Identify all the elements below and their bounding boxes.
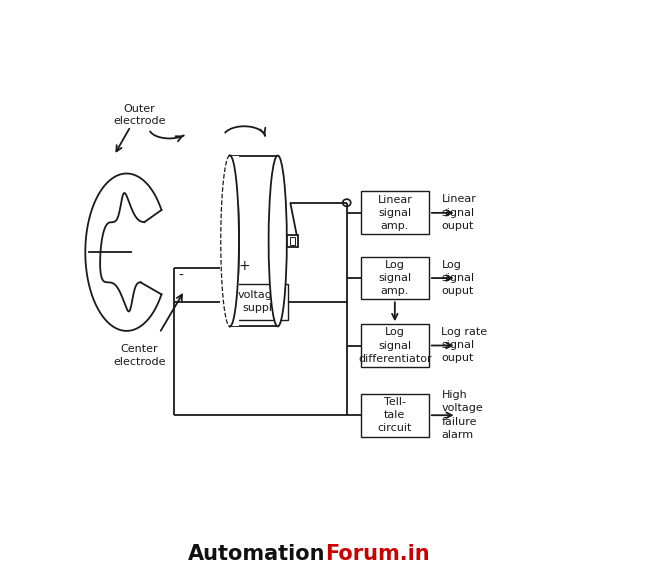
- Text: voltage
suppli: voltage suppli: [238, 290, 280, 313]
- Text: High
voltage
failure
alarm: High voltage failure alarm: [441, 390, 483, 440]
- Bar: [287, 235, 298, 247]
- Bar: [290, 237, 295, 245]
- Text: Linear
signal
amp.: Linear signal amp.: [378, 194, 412, 231]
- Text: Tell-
tale
circuit: Tell- tale circuit: [378, 397, 412, 433]
- Bar: [230, 284, 288, 319]
- Text: +: +: [239, 259, 250, 273]
- Bar: [220, 155, 239, 326]
- Bar: [361, 394, 429, 437]
- Text: Forum.in: Forum.in: [325, 544, 430, 564]
- Text: Log
signal
ouput: Log signal ouput: [441, 260, 474, 296]
- Text: Log
signal
differentiator: Log signal differentiator: [358, 327, 432, 364]
- Bar: [361, 192, 429, 234]
- Text: -: -: [179, 269, 183, 283]
- Text: Center
electrode: Center electrode: [113, 345, 166, 367]
- Text: Outer
electrode: Outer electrode: [113, 104, 166, 126]
- Text: Log
signal
amp.: Log signal amp.: [378, 260, 411, 296]
- Bar: [361, 324, 429, 367]
- Bar: [361, 257, 429, 300]
- Text: Linear
signal
ouput: Linear signal ouput: [441, 194, 476, 231]
- Text: Log rate
signal
ouput: Log rate signal ouput: [441, 327, 488, 363]
- Text: Automation: Automation: [187, 544, 325, 564]
- Ellipse shape: [268, 155, 287, 326]
